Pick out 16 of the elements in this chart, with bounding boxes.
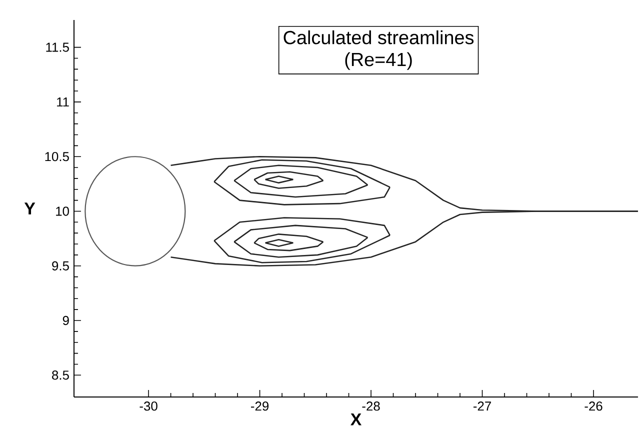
y-tick-label: 11: [57, 98, 69, 106]
y-tick-label: 11.5: [46, 42, 69, 52]
y-tick-label: 9.5: [52, 261, 69, 270]
y-tick-label: 8.5: [52, 370, 69, 380]
x-tick-label: -27: [473, 402, 491, 411]
x-tick-label: -28: [362, 402, 380, 411]
x-axis-title: X: [350, 414, 362, 426]
y-tick-label: 10.5: [45, 152, 69, 162]
y-axis-title: Y: [24, 202, 36, 214]
y-tick-label: 10: [56, 206, 69, 216]
x-tick-label: -29: [250, 402, 269, 411]
y-tick-label: 9: [62, 316, 69, 326]
text: (Re=41): [345, 52, 412, 70]
x-tick-label: -26: [584, 402, 602, 411]
x-tick-label: -30: [140, 402, 158, 411]
chart-title: Calculated streamlines: [284, 30, 474, 44]
